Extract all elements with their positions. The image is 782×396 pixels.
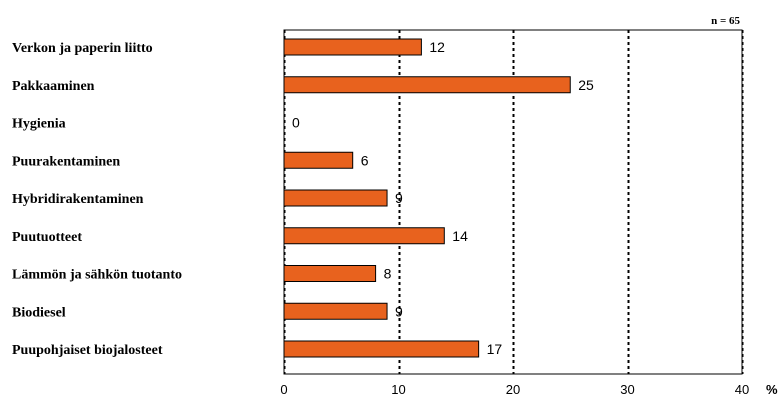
data-label: 6: [361, 152, 369, 168]
bar: [283, 151, 354, 169]
data-label: 25: [578, 77, 594, 93]
bar: [283, 38, 422, 56]
data-label: 8: [384, 266, 392, 282]
x-tick-label: 0: [280, 382, 287, 396]
category-label: Hygienia: [12, 117, 66, 132]
category-label: Puupohjaiset biojalosteet: [12, 343, 163, 358]
x-tick-label: 10: [391, 382, 405, 396]
category-labels: Verkon ja paperin liitto Pakkaaminen Hygie…: [12, 41, 182, 358]
bar: [283, 227, 445, 245]
data-label: 0: [292, 115, 300, 131]
category-label: Biodiesel: [12, 305, 66, 320]
bar: [283, 265, 377, 282]
category-label: Lämmön ja sähkön tuotanto: [12, 268, 182, 283]
bar: [283, 189, 388, 207]
category-label: Hybridirakentaminen: [12, 192, 144, 207]
x-axis-ticks: 0 10 20 30 40: [280, 382, 749, 396]
bars: [283, 38, 571, 358]
sample-size-note: n = 65: [711, 15, 740, 27]
data-label: 9: [395, 303, 403, 319]
x-axis-unit: %: [766, 382, 778, 396]
bar: [283, 302, 388, 320]
data-label: 14: [452, 228, 468, 244]
data-labels: 12 25 0 6 9 14 8 9 17: [292, 39, 594, 357]
x-tick-label: 20: [506, 382, 520, 396]
bar: [283, 76, 571, 94]
data-label: 17: [487, 341, 503, 357]
x-tick-label: 30: [620, 382, 634, 396]
bar: [283, 340, 480, 358]
category-label: Verkon ja paperin liitto: [12, 41, 153, 56]
category-label: Pakkaaminen: [12, 79, 95, 94]
data-label: 9: [395, 190, 403, 206]
category-label: Puurakentaminen: [12, 154, 120, 169]
category-label: Puutuotteet: [12, 230, 82, 245]
x-tick-label: 40: [735, 382, 749, 396]
data-label: 12: [429, 39, 445, 55]
